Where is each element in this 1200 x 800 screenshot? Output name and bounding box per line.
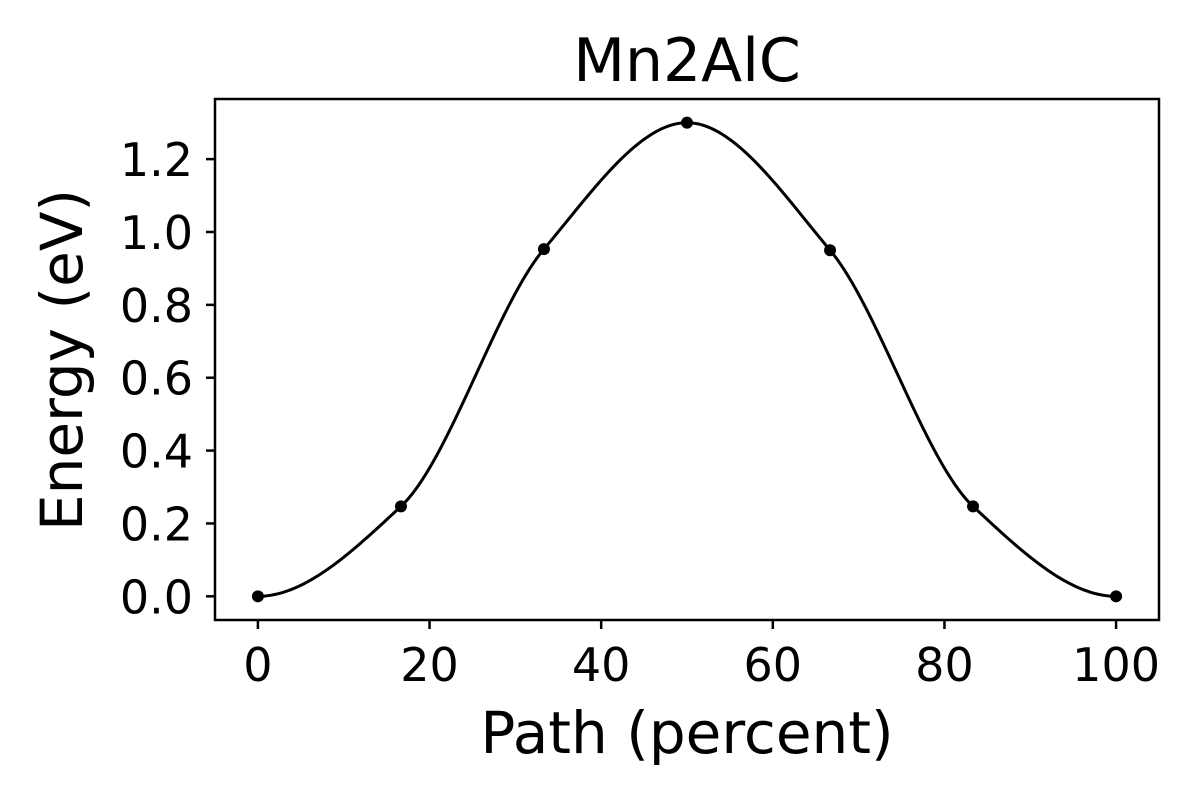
x-tick-label: 0 xyxy=(243,638,272,692)
data-point xyxy=(824,244,837,257)
x-tick-label: 60 xyxy=(744,638,803,692)
y-tick-label: 0.4 xyxy=(120,425,193,479)
x-axis: 0 20 40 60 80 100 xyxy=(243,620,1160,692)
y-tick-label: 0.6 xyxy=(120,352,193,406)
data-point xyxy=(967,500,980,513)
x-tick-label: 20 xyxy=(400,638,459,692)
x-tick-label: 100 xyxy=(1072,638,1160,692)
y-tick-label: 0.8 xyxy=(120,279,193,333)
x-axis-label: Path (percent) xyxy=(480,699,893,767)
y-axis: 0.0 0.2 0.4 0.6 0.8 1.0 1.2 xyxy=(120,133,215,624)
data-markers xyxy=(251,116,1123,603)
plot-area xyxy=(213,97,1161,622)
y-tick-label: 0.0 xyxy=(120,570,193,624)
data-point xyxy=(251,590,264,603)
y-axis-label: Energy (eV) xyxy=(28,189,96,531)
data-point xyxy=(1110,590,1123,603)
x-tick-label: 80 xyxy=(915,638,974,692)
chart-title: Mn2AlC xyxy=(573,26,801,96)
data-point xyxy=(537,243,550,256)
x-tick-label: 40 xyxy=(572,638,631,692)
y-tick-label: 0.2 xyxy=(120,497,193,551)
energy-curve xyxy=(257,121,1117,598)
data-point xyxy=(681,116,693,129)
plot-frame xyxy=(213,97,1161,622)
data-point xyxy=(394,500,407,513)
y-tick-label: 1.2 xyxy=(120,133,193,187)
y-tick-label: 1.0 xyxy=(120,206,193,260)
